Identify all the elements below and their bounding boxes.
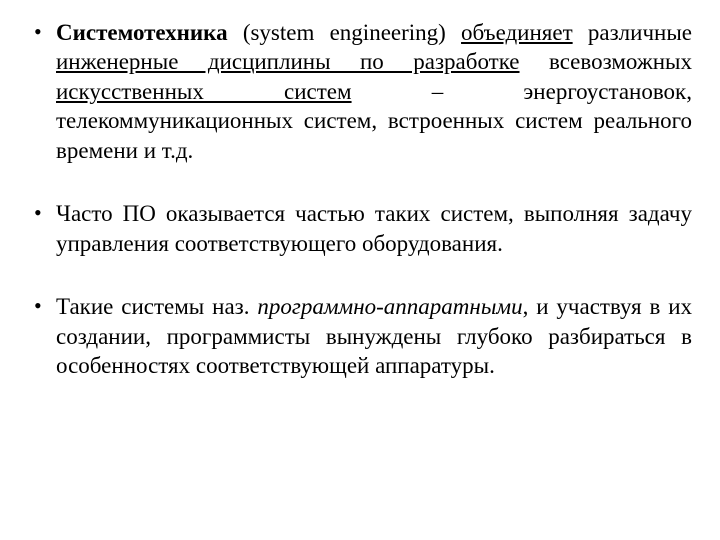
- text-plain: (system engineering): [228, 20, 461, 45]
- text-underline: объединяет: [461, 20, 573, 45]
- bullet-list: Системотехника (system engineering) объе…: [28, 18, 692, 380]
- text-underline: инженерные дисциплины по разработке: [56, 49, 520, 74]
- text-plain: Такие системы наз.: [56, 294, 257, 319]
- slide: Системотехника (system engineering) объе…: [0, 0, 720, 540]
- list-gap: [28, 165, 692, 199]
- bullet-item-2: Часто ПО оказывается частью таких систем…: [28, 199, 692, 258]
- text-plain: Часто ПО оказывается частью таких систем…: [56, 201, 692, 255]
- text-bold: Системотехника: [56, 20, 228, 45]
- list-gap: [28, 258, 692, 292]
- text-italic: программно-аппаратными: [257, 294, 522, 319]
- bullet-item-3: Такие системы наз. программно-аппаратным…: [28, 292, 692, 380]
- text-underline: искусственных систем: [56, 79, 352, 104]
- text-plain: различные: [573, 20, 692, 45]
- bullet-item-1: Системотехника (system engineering) объе…: [28, 18, 692, 165]
- text-plain: всевозможных: [520, 49, 692, 74]
